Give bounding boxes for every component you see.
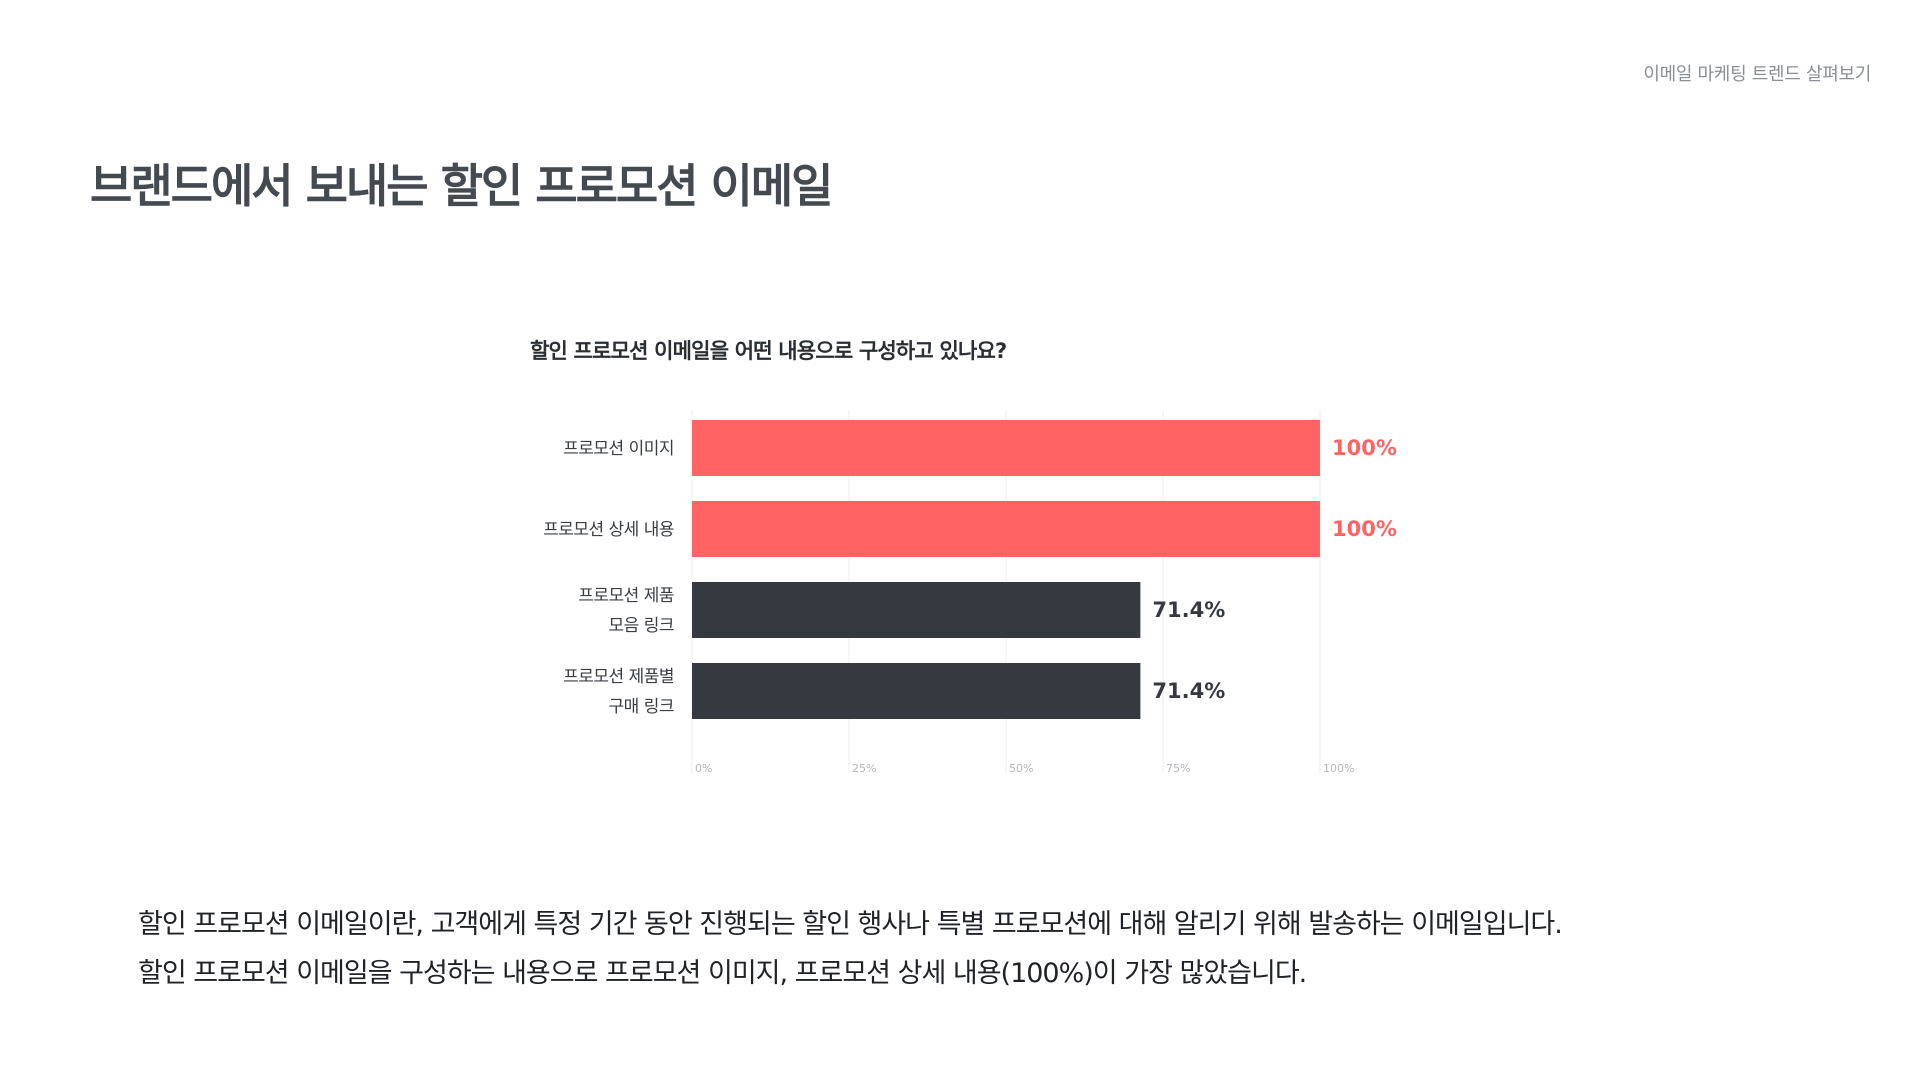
value-label: 71.4% [1152,598,1225,622]
x-tick-label: 0% [695,762,712,775]
bar [692,582,1141,638]
bars [692,420,1320,719]
description: 할인 프로모션 이메일이란, 고객에게 특정 기간 동안 진행되는 할인 행사나… [138,900,1858,998]
bar [692,501,1320,557]
description-line-2: 할인 프로모션 이메일을 구성하는 내용으로 프로모션 이미지, 프로모션 상세… [138,958,1307,989]
header-tag: 이메일 마케팅 트렌드 살펴보기 [1643,64,1871,85]
value-label: 100% [1332,436,1397,460]
category-label: 프로모션 제품별 [563,667,674,687]
value-label: 71.4% [1152,679,1225,703]
bar [692,663,1141,719]
category-label: 프로모션 제품 [578,586,674,606]
x-tick-label: 100% [1323,762,1354,775]
bar-chart: 할인 프로모션 이메일을 어떤 내용으로 구성하고 있나요? 0% 25% 50% 7… [530,339,1397,775]
page-title: 브랜드에서 보내는 할인 프로모션 이메일 [90,159,833,213]
category-label: 모음 링크 [609,616,674,636]
x-tick-label: 75% [1166,762,1190,775]
x-tick-label: 25% [852,762,876,775]
description-line-1: 할인 프로모션 이메일이란, 고객에게 특정 기간 동안 진행되는 할인 행사나… [138,909,1563,940]
labels: 0% 25% 50% 75% 100% 100% 프로모션 이미지 100% 프로모션 상세 내… [543,436,1397,775]
chart-title: 할인 프로모션 이메일을 어떤 내용으로 구성하고 있나요? [530,339,1006,363]
bar [692,420,1320,476]
category-label: 구매 링크 [609,697,674,717]
x-tick-label: 50% [1009,762,1033,775]
category-label: 프로모션 이미지 [563,439,674,459]
category-label: 프로모션 상세 내용 [543,520,674,540]
value-label: 100% [1332,517,1397,541]
